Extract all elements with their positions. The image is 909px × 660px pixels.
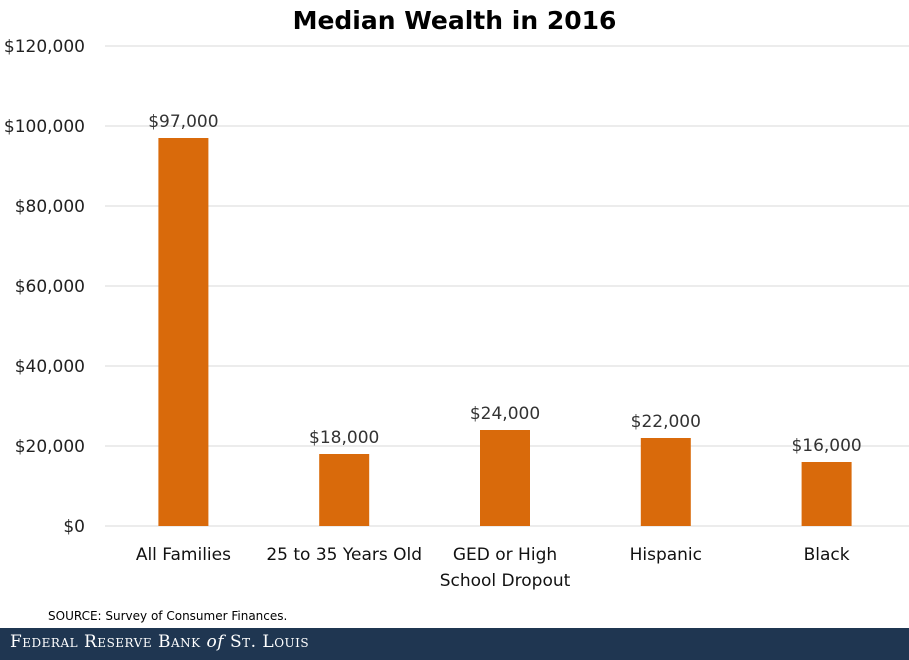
category-label-line: All Families [136,545,231,565]
y-tick-label: $20,000 [15,437,85,457]
data-label: $22,000 [631,412,701,432]
bars [158,138,852,526]
bar [319,454,370,526]
y-tick-label: $40,000 [15,357,85,377]
chart-title: Median Wealth in 2016 [292,6,617,35]
y-tick-label: $60,000 [15,277,85,297]
bar [480,430,530,526]
category-label-line: School Dropout [440,571,571,591]
bar [158,138,209,526]
data-label: $97,000 [148,112,218,132]
category-label: 25 to 35 Years Old [266,545,422,565]
category-label: Black [804,545,850,565]
category-label: Hispanic [630,545,702,565]
y-tick-label: $100,000 [4,117,85,137]
data-labels: $97,000 $18,000 $24,000 $22,000 $16,000 [148,112,862,456]
data-label: $16,000 [791,436,861,456]
category-label: All Families [136,545,231,565]
y-axis-ticks: $0 $20,000 $40,000 $60,000 $80,000 $100,000 $1… [4,37,85,537]
bar [801,462,852,526]
logo-text-of: of [206,632,225,652]
data-label: $24,000 [470,404,540,424]
category-label-line: Hispanic [630,545,702,565]
source-note: SOURCE: Survey of Consumer Finances. [48,609,288,623]
data-label: $18,000 [309,428,379,448]
footer-bar: Federal Reserve Bank of St. Louis [0,628,909,660]
category-label-line: GED or High [453,545,557,565]
y-tick-label: $0 [63,517,85,537]
category-labels: All Families 25 to 35 Years Old GED or Hig… [136,545,850,591]
category-label-line: Black [804,545,850,565]
category-label: GED or High School Dropout [440,545,571,591]
bar-chart: $0 $20,000 $40,000 $60,000 $80,000 $100,000 $1… [4,37,909,591]
fed-stlouis-logo: Federal Reserve Bank of St. Louis [10,632,309,652]
bar [640,438,691,526]
category-label-line: 25 to 35 Years Old [266,545,422,565]
y-tick-label: $80,000 [15,197,85,217]
y-tick-label: $120,000 [4,37,85,57]
logo-text-part1: Federal Reserve Bank [10,632,207,652]
logo-text-part2: St. Louis [224,632,310,652]
